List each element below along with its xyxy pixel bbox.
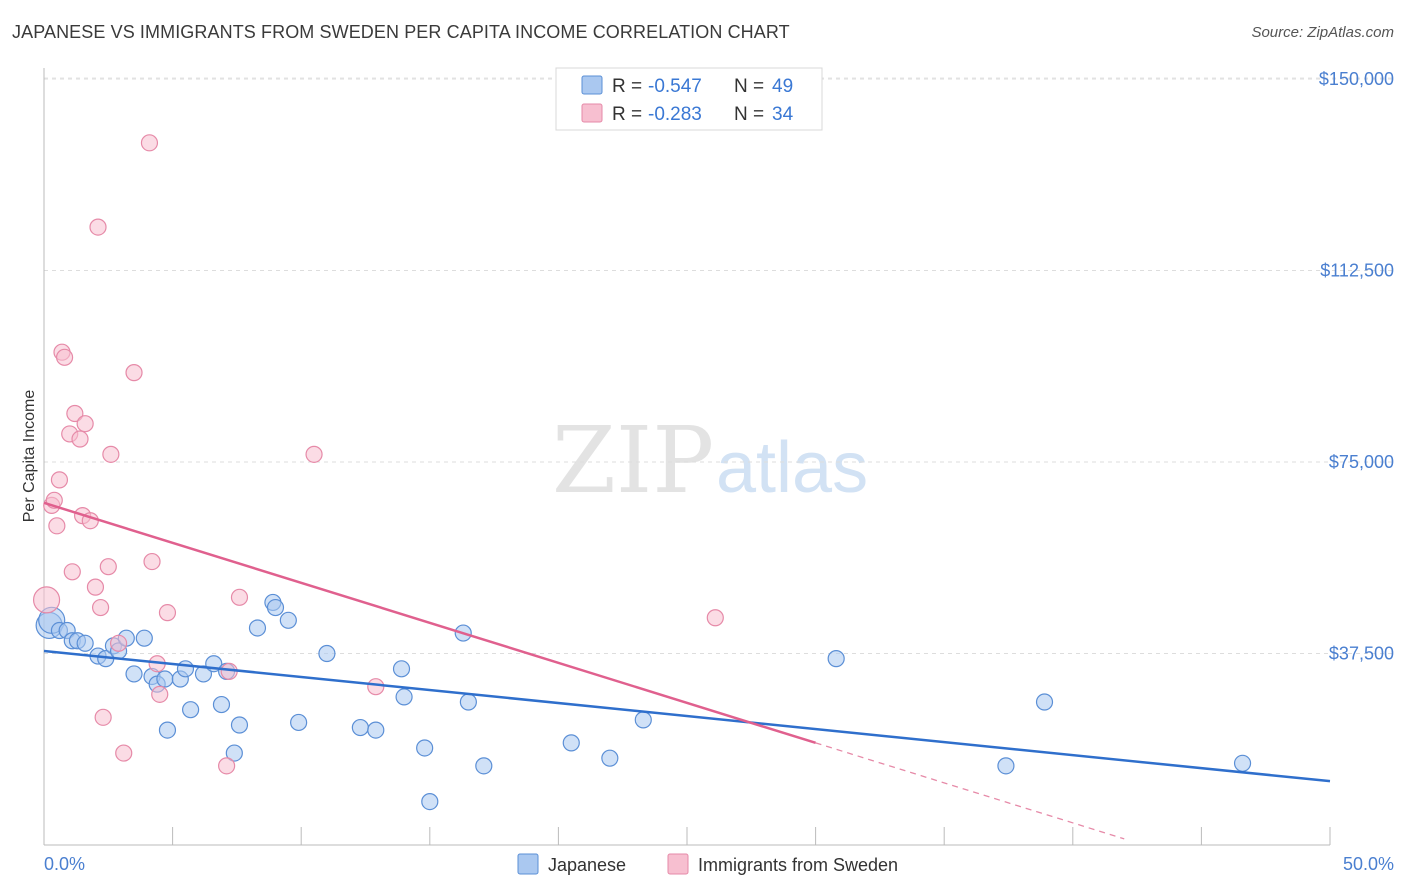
trend-lines <box>43 501 1331 840</box>
japanese-point <box>318 644 336 663</box>
y-tick-labels: $37,500 $75,000 $112,500 $150,000 <box>1319 69 1394 664</box>
sweden-point <box>66 404 84 423</box>
sweden-point <box>91 598 110 617</box>
japanese-point <box>1233 754 1252 772</box>
japanese-point <box>156 670 174 688</box>
legend-swatch-japanese <box>581 75 603 95</box>
japanese-point <box>158 721 177 739</box>
japanese-point <box>279 611 297 629</box>
x-tick-marks <box>43 827 1331 845</box>
series-legend-label-japanese: Japanese <box>548 855 626 875</box>
sweden-point <box>115 744 133 762</box>
japanese-point <box>827 650 845 668</box>
trend-line-sweden <box>43 501 816 745</box>
legend-n-label-sweden: N = <box>734 104 764 125</box>
legend-swatch-sweden <box>581 103 603 123</box>
series-legend-swatch-japanese <box>517 853 539 875</box>
japanese-point <box>351 718 369 737</box>
japanese-point <box>634 711 652 729</box>
japanese-point <box>562 734 580 752</box>
data-points <box>32 134 1252 811</box>
stats-legend: R = -0.547 N = 49 R = -0.283 N = 34 <box>555 67 823 131</box>
sweden-point <box>218 757 236 775</box>
sweden-point <box>140 134 159 152</box>
sweden-point <box>86 578 105 596</box>
x-tick-label-min: 0.0% <box>44 854 85 874</box>
japanese-point <box>475 757 493 775</box>
trend-line-sweden-extension <box>815 742 1125 840</box>
japanese-point <box>459 693 477 711</box>
series-legend-label-sweden: Immigrants from Sweden <box>698 855 898 875</box>
chart-title: JAPANESE VS IMMIGRANTS FROM SWEDEN PER C… <box>12 22 790 42</box>
japanese-point <box>135 629 153 647</box>
japanese-point <box>367 721 385 739</box>
japanese-point <box>421 792 439 811</box>
sweden-point <box>32 586 61 614</box>
sweden-point <box>367 678 385 696</box>
japanese-point <box>395 688 413 706</box>
series-legend-swatch-sweden <box>667 853 689 875</box>
japanese-point <box>392 660 411 678</box>
legend-n-label-japanese: N = <box>734 76 764 97</box>
japanese-point <box>416 739 434 757</box>
sweden-point <box>71 430 89 448</box>
sweden-point <box>102 445 120 463</box>
sweden-point <box>94 708 112 726</box>
sweden-point <box>158 604 177 622</box>
japanese-point <box>997 757 1015 775</box>
sweden-point <box>55 348 74 366</box>
series-legend: Japanese Immigrants from Sweden <box>517 853 898 875</box>
japanese-point <box>76 634 94 652</box>
japanese-point <box>230 716 249 734</box>
legend-n-value-japanese: 49 <box>772 76 793 97</box>
sweden-point <box>89 218 107 236</box>
sweden-point <box>48 517 66 535</box>
sweden-point <box>63 563 81 581</box>
sweden-point <box>50 471 69 489</box>
sweden-point <box>230 588 249 606</box>
japanese-point <box>182 701 200 719</box>
japanese-point <box>1035 693 1054 711</box>
watermark-atlas: atlas <box>716 428 868 508</box>
legend-r-label-sweden: R = <box>612 104 642 125</box>
japanese-point <box>290 713 308 732</box>
y-tick-label: $150,000 <box>1319 69 1394 89</box>
y-tick-label: $75,000 <box>1329 452 1394 472</box>
sweden-point <box>109 634 128 652</box>
sweden-point <box>305 445 323 463</box>
sweden-point <box>706 609 724 627</box>
trend-line-japanese <box>43 649 1331 783</box>
legend-n-value-sweden: 34 <box>772 104 794 125</box>
japanese-point <box>125 665 143 683</box>
japanese-point <box>176 660 195 678</box>
sweden-point <box>143 552 161 571</box>
watermark-zip: ZIP <box>552 407 714 514</box>
source-label: Source: ZipAtlas.com <box>1251 24 1394 41</box>
sweden-point <box>125 364 143 382</box>
y-tick-label: $37,500 <box>1329 644 1394 664</box>
sweden-point <box>76 415 94 433</box>
legend-r-value-japanese: -0.547 <box>648 76 702 97</box>
y-axis-title: Per Capita Income <box>21 390 38 523</box>
x-tick-label-max: 50.0% <box>1343 854 1394 874</box>
japanese-point <box>601 749 619 767</box>
japanese-point <box>212 695 231 714</box>
sweden-point <box>99 558 117 576</box>
japanese-point <box>248 619 267 637</box>
legend-r-value-sweden: -0.283 <box>648 104 702 125</box>
y-tick-label: $112,500 <box>1320 261 1394 281</box>
legend-r-label-japanese: R = <box>612 76 642 97</box>
japanese-point <box>266 598 285 617</box>
sweden-point <box>151 685 169 703</box>
japanese-point <box>225 744 243 762</box>
